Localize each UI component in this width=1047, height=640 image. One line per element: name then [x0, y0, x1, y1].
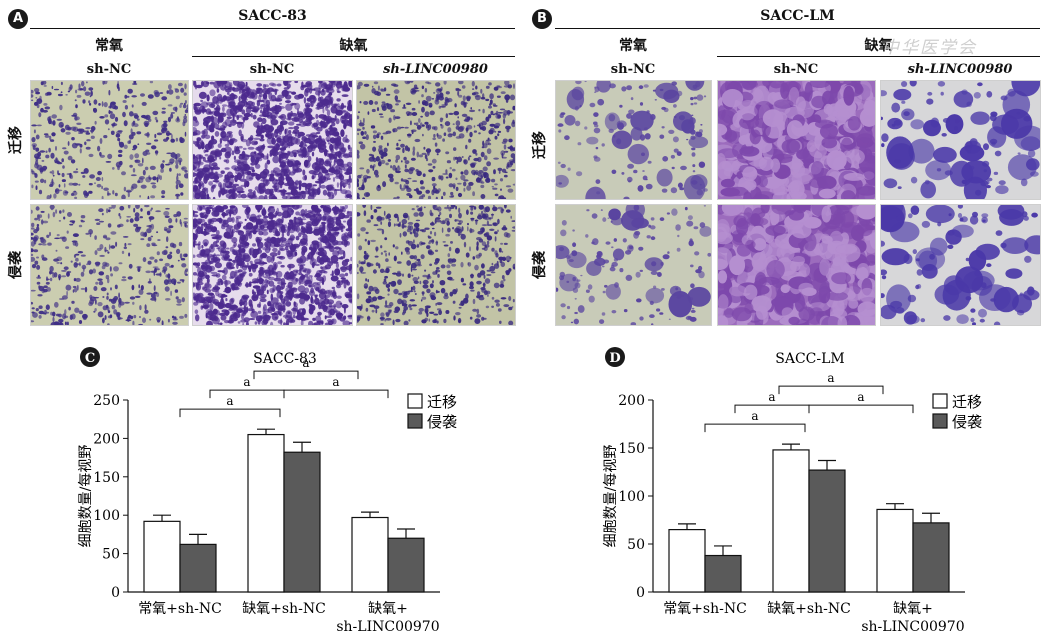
category-label: 缺氧+sh-NC	[767, 601, 851, 617]
significance-label: a	[827, 371, 834, 385]
significance-bracket	[284, 390, 388, 398]
micrograph	[30, 204, 189, 326]
panel-a-hypoxia-rule	[192, 56, 515, 57]
watermark: 中华医学会	[882, 33, 1032, 61]
bar	[773, 450, 809, 592]
y-axis-label: 细胞数量/每视野	[603, 445, 619, 548]
category-label: sh-LINC00970	[861, 619, 964, 635]
micrograph	[192, 204, 353, 326]
panel-b-title: SACC-LM	[555, 8, 1040, 24]
significance-bracket	[180, 409, 280, 417]
panel-a-group-normoxia: 常氧	[30, 35, 188, 55]
significance-label: a	[751, 409, 758, 423]
y-tick-label: 100	[618, 489, 645, 505]
panel-a-col-2: sh-NC	[192, 62, 352, 77]
legend-label: 侵袭	[952, 413, 982, 431]
y-tick-label: 250	[93, 393, 120, 409]
bar	[248, 435, 284, 592]
legend-swatch	[408, 414, 422, 428]
panel-a-badge: A	[8, 9, 28, 29]
panel-a-row-migration: 迁移	[5, 122, 25, 158]
category-label: 缺氧+	[368, 601, 408, 617]
panel-a-row-invasion: 侵袭	[5, 247, 25, 283]
chart-badge-label: C	[85, 351, 95, 366]
legend-swatch	[933, 414, 947, 428]
panel-a-col-3: sh-LINC00980	[356, 62, 515, 77]
legend-label: 迁移	[952, 393, 982, 411]
significance-bracket	[210, 390, 284, 398]
legend-label: 侵袭	[427, 413, 457, 431]
micrograph	[555, 80, 712, 200]
category-label: sh-LINC00970	[336, 619, 439, 635]
y-tick-label: 200	[618, 393, 645, 409]
bar	[180, 544, 216, 592]
significance-label: a	[857, 390, 864, 404]
panel-a-col-1: sh-NC	[30, 62, 188, 77]
micrograph	[356, 204, 516, 326]
panel-a-group-hypoxia: 缺氧	[192, 35, 515, 55]
panel-b-row-migration: 迁移	[529, 127, 549, 163]
category-label: 常氧+sh-NC	[138, 601, 222, 617]
y-tick-label: 50	[627, 537, 645, 553]
legend-swatch	[933, 394, 947, 408]
significance-label: a	[243, 375, 250, 389]
micrograph	[356, 80, 516, 200]
y-tick-label: 50	[102, 547, 120, 563]
panel-b-group-normoxia: 常氧	[555, 35, 711, 55]
micrograph	[880, 80, 1041, 200]
legend-label: 迁移	[427, 393, 457, 411]
significance-label: a	[226, 394, 233, 408]
bar	[144, 521, 180, 592]
y-tick-label: 0	[111, 585, 120, 601]
bar	[352, 518, 388, 592]
chart-title: SACC-LM	[775, 351, 845, 367]
micrograph	[880, 204, 1041, 326]
panel-b-title-rule	[555, 28, 1040, 29]
panel-a-title: SACC-83	[30, 8, 515, 24]
panel-b-row-invasion: 侵袭	[529, 247, 549, 283]
bar	[669, 530, 705, 592]
panel-b-col-2: sh-NC	[717, 62, 875, 77]
legend-swatch	[408, 394, 422, 408]
significance-label: a	[302, 356, 309, 370]
category-label: 常氧+sh-NC	[663, 601, 747, 617]
y-tick-label: 0	[636, 585, 645, 601]
y-axis-label: 细胞数量/每视野	[78, 445, 94, 548]
significance-bracket	[809, 405, 913, 413]
micrograph	[555, 204, 712, 326]
y-tick-label: 150	[93, 470, 120, 486]
bar	[388, 538, 424, 592]
bar	[284, 452, 320, 592]
panel-a-title-rule	[30, 28, 515, 29]
significance-bracket	[779, 386, 883, 394]
micrograph	[30, 80, 189, 200]
significance-bracket	[254, 371, 358, 379]
chart-badge-label: D	[609, 351, 620, 366]
micrograph	[717, 80, 876, 200]
category-label: 缺氧+sh-NC	[242, 601, 326, 617]
significance-label: a	[768, 390, 775, 404]
panel-b-col-3: sh-LINC00980	[880, 62, 1040, 77]
panel-b-badge: B	[532, 9, 552, 29]
category-label: 缺氧+	[893, 601, 933, 617]
bar	[877, 509, 913, 592]
significance-label: a	[332, 375, 339, 389]
bar	[705, 556, 741, 592]
micrograph	[717, 204, 876, 326]
micrograph	[192, 80, 353, 200]
bar	[913, 523, 949, 592]
bar	[809, 470, 845, 592]
panel-b-col-1: sh-NC	[555, 62, 711, 77]
y-tick-label: 200	[93, 431, 120, 447]
significance-bracket	[735, 405, 809, 413]
y-tick-label: 100	[93, 508, 120, 524]
significance-bracket	[705, 424, 805, 432]
y-tick-label: 150	[618, 441, 645, 457]
